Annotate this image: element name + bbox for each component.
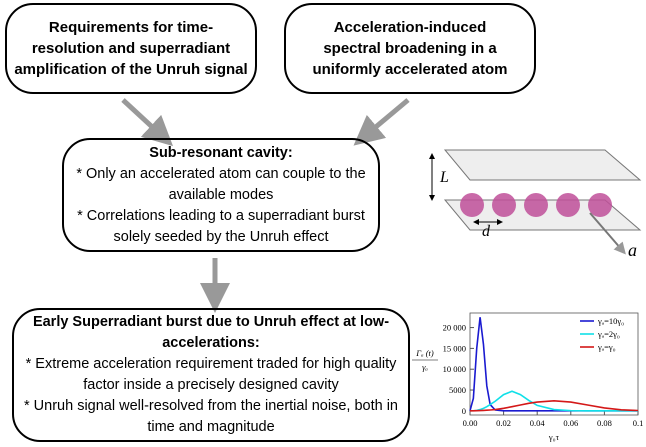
x-axis-label: γ₀τ: [548, 432, 560, 442]
legend-label: γₐ=2γ₀: [597, 329, 620, 339]
box-line: * Unruh signal well-resolved from the in…: [14, 396, 408, 417]
y-tick-label: 0: [462, 406, 466, 416]
box: Sub-resonant cavity:* Only an accelerate…: [62, 138, 380, 252]
box-line: uniformly accelerated atom: [286, 59, 534, 80]
y-axis-label: Γₐ (t): [415, 348, 434, 358]
y-tick-label: 5000: [449, 385, 466, 395]
box-line: resolution and superradiant: [7, 38, 255, 59]
box: Requirements for time-resolution and sup…: [5, 3, 257, 94]
box-line: solely seeded by the Unruh effect: [64, 227, 378, 248]
arrow: [365, 100, 408, 136]
y-tick-label: 10 000: [443, 364, 466, 374]
box-line: * Only an accelerated atom can couple to…: [64, 164, 378, 185]
box-line: time and magnitude: [14, 417, 408, 438]
box-line: Acceleration-induced: [286, 17, 534, 38]
x-tick-label: 0.06: [563, 418, 578, 428]
label-a: a: [628, 240, 637, 260]
y-axis-label: γₐ: [422, 362, 428, 372]
label-d: d: [482, 223, 491, 240]
y-tick-label: 15 000: [443, 343, 466, 353]
box-line: available modes: [64, 185, 378, 206]
x-tick-label: 0.02: [496, 418, 511, 428]
legend-label: γₐ=γ₀: [597, 342, 616, 352]
x-tick-label: 0.04: [530, 418, 546, 428]
box-line: amplification of the Unruh signal: [7, 59, 255, 80]
box-line: spectral broadening in a: [286, 38, 534, 59]
box-line: factor inside a precisely designed cavit…: [14, 375, 408, 396]
page: L d a 0 5000 10 000 15 000 20 000 0.00 0.02 0.0…: [0, 0, 646, 447]
box-title: Sub-resonant cavity:: [64, 143, 378, 164]
plate: [445, 150, 640, 180]
label-l: L: [439, 169, 449, 186]
x-tick-label: 0.1: [633, 418, 644, 428]
box: Early Superradiant burst due to Unruh ef…: [12, 308, 410, 442]
x-tick-label: 0.00: [463, 418, 478, 428]
chart: 0 5000 10 000 15 000 20 000 0.00 0.02 0.04 0.06 0…: [412, 313, 643, 442]
arrow: [123, 100, 162, 136]
box-title: accelerations:: [14, 333, 408, 354]
box-line: * Extreme acceleration requirement trade…: [14, 354, 408, 375]
box-line: * Correlations leading to a superradiant…: [64, 206, 378, 227]
x-tick-label: 0.08: [597, 418, 612, 428]
box-line: Requirements for time-: [7, 17, 255, 38]
box-title: Early Superradiant burst due to Unruh ef…: [14, 312, 408, 333]
y-tick-label: 20 000: [443, 323, 466, 333]
legend-label: γₐ=10γ₀: [597, 316, 624, 326]
